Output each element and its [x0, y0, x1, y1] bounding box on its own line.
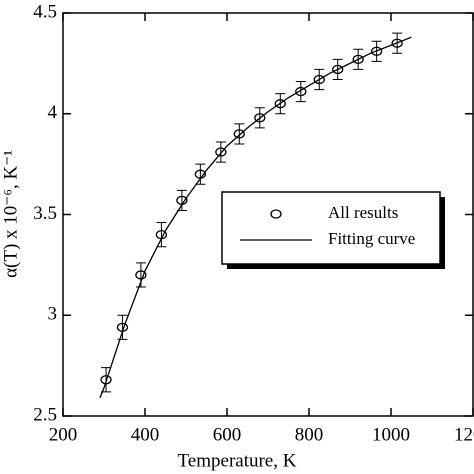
data-point: [233, 129, 245, 139]
error-bar: [215, 141, 226, 163]
data-point: [313, 74, 325, 85]
fit-line: [99, 36, 412, 399]
error-bar: [234, 123, 245, 145]
data-point: [332, 64, 344, 75]
x-tick-label: 600: [213, 424, 242, 445]
legend-label: All results: [328, 203, 398, 222]
data-point: [295, 86, 307, 97]
y-tick-label: 3.5: [33, 203, 57, 224]
y-tick-label: 4.5: [33, 1, 57, 22]
legend-label: Fitting curve: [328, 229, 415, 248]
data-point: [215, 147, 227, 157]
x-tick-label: 200: [49, 424, 78, 445]
error-bar: [295, 81, 306, 103]
data-point: [100, 375, 112, 385]
data-point: [370, 46, 383, 56]
x-tick-label: 1000: [372, 424, 410, 445]
x-axis-label: Temperature, K: [178, 450, 297, 471]
x-tick-label: 400: [131, 424, 160, 445]
data-point: [391, 38, 403, 48]
y-tick-label: 3: [48, 304, 58, 325]
y-tick-label: 4: [48, 102, 58, 123]
data-point: [135, 270, 147, 280]
data-point: [352, 54, 364, 64]
data-point: [274, 99, 286, 109]
y-axis-label: α(T) x 10⁻⁶, K⁻¹: [0, 150, 21, 278]
data-point: [254, 113, 266, 123]
error-bar: [156, 222, 167, 248]
legend-marker: [270, 209, 282, 219]
legend-box: [221, 191, 441, 265]
x-tick-label: 800: [295, 424, 324, 445]
error-bar: [117, 314, 128, 340]
y-tick-label: 2.5: [33, 404, 57, 425]
